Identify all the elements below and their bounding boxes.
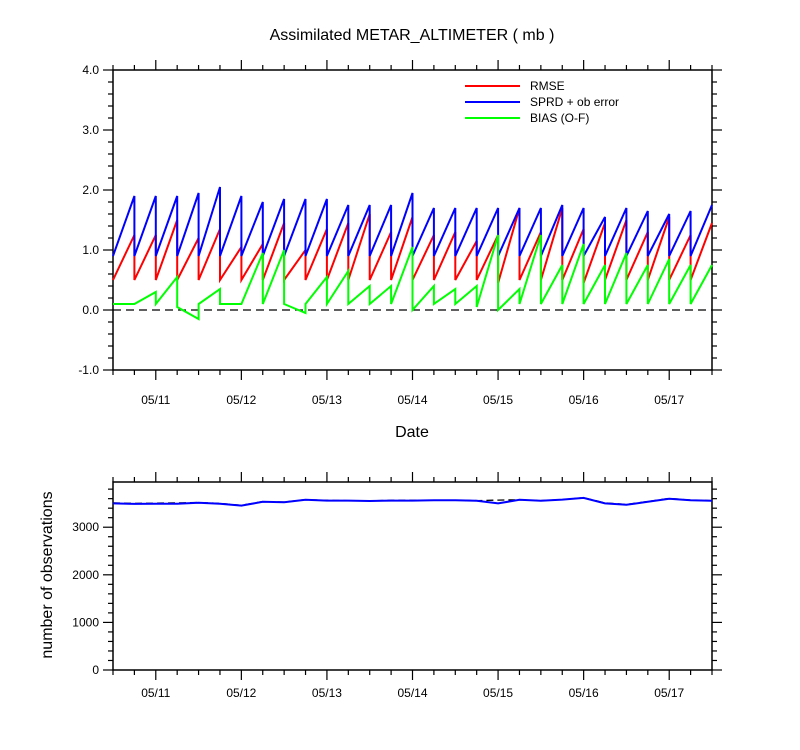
plot-area xyxy=(112,481,713,671)
x-tick-label: 05/13 xyxy=(312,686,342,700)
x-tick-label: 05/13 xyxy=(312,393,342,407)
x-tick-label: 05/16 xyxy=(569,393,599,407)
x-tick-label: 05/11 xyxy=(141,686,170,700)
legend-label: SPRD + ob error xyxy=(530,95,619,109)
rmse-spread-bias-chart: Assimilated METAR_ALTIMETER ( mb ) 05/11… xyxy=(78,27,722,441)
series-lines xyxy=(112,496,713,507)
y-tick-label: 0 xyxy=(92,663,99,677)
x-tick-label: 05/16 xyxy=(569,686,599,700)
x-tick-label: 05/12 xyxy=(226,393,256,407)
y-tick-label: 0.0 xyxy=(82,303,99,317)
x-tick-label: 05/11 xyxy=(141,393,170,407)
y-tick-label: 1000 xyxy=(72,615,99,629)
x-tick-label: 05/15 xyxy=(483,686,513,700)
axis-ticks: 05/11 05/12 05/13 05/14 05/15 05/16 05/17 -1.0 0… xyxy=(78,60,722,407)
y-tick-label: 1.0 xyxy=(82,243,99,257)
chart-title: Assimilated METAR_ALTIMETER ( mb ) xyxy=(270,27,555,44)
y-tick-label: 2.0 xyxy=(82,183,99,197)
y-tick-label: 2000 xyxy=(72,568,99,582)
legend: RMSE SPRD + ob error BIAS (O-F) xyxy=(465,79,619,125)
y-axis-title: number of observations xyxy=(39,491,56,658)
observation-count-chart: 05/11 05/12 05/13 05/14 05/15 05/16 05/17 0 1000… xyxy=(39,472,722,700)
series-line-bias-o-f- xyxy=(113,234,713,321)
x-tick-label: 05/17 xyxy=(654,686,684,700)
y-tick-label: 3.0 xyxy=(82,123,99,137)
x-tick-label: 05/17 xyxy=(654,393,684,407)
x-tick-label: 05/14 xyxy=(397,686,427,700)
series-line-sprd-ob-error xyxy=(112,186,713,257)
y-tick-label: 4.0 xyxy=(82,63,99,77)
x-axis-title: Date xyxy=(395,424,429,441)
axis-ticks: 05/11 05/12 05/13 05/14 05/15 05/16 05/17 0 1000… xyxy=(72,472,722,700)
plot-frame xyxy=(112,481,713,671)
series-line-1 xyxy=(112,496,713,507)
y-tick-label: 3000 xyxy=(72,520,99,534)
x-tick-label: 05/15 xyxy=(483,393,513,407)
y-tick-label: -1.0 xyxy=(78,363,99,377)
series-lines xyxy=(112,186,713,321)
legend-label: BIAS (O-F) xyxy=(530,111,589,125)
x-tick-label: 05/12 xyxy=(226,686,256,700)
legend-label: RMSE xyxy=(530,79,565,93)
x-tick-label: 05/14 xyxy=(397,393,427,407)
